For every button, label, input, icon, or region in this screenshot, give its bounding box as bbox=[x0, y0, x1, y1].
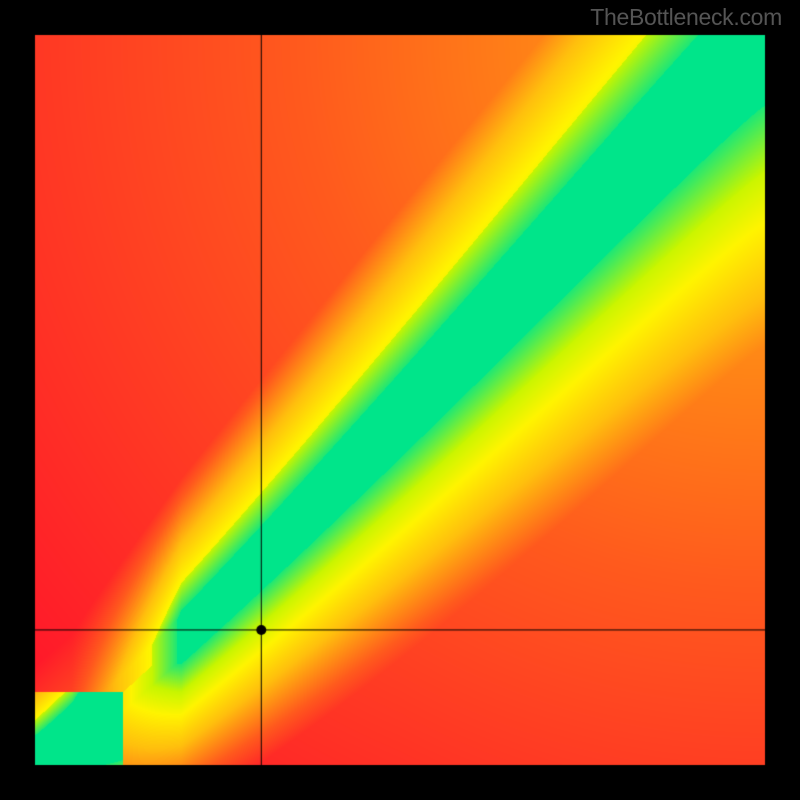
bottleneck-heatmap-canvas bbox=[0, 0, 800, 800]
root: TheBottleneck.com bbox=[0, 0, 800, 800]
watermark-text: TheBottleneck.com bbox=[590, 4, 782, 31]
